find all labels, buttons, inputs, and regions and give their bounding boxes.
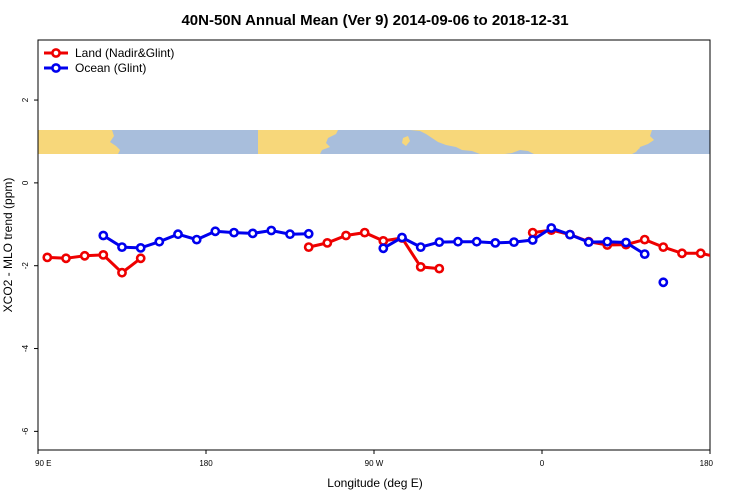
data-point xyxy=(378,243,389,254)
data-point xyxy=(716,254,723,261)
data-point xyxy=(117,242,127,252)
world-map-strip xyxy=(38,130,710,154)
data-point xyxy=(117,267,127,278)
data-point xyxy=(303,242,314,252)
data-point xyxy=(453,236,463,247)
y-tick-label: 0 xyxy=(21,180,30,185)
chart-title: 40N-50N Annual Mean (Ver 9) 2014-09-06 t… xyxy=(181,12,568,29)
data-point xyxy=(639,249,650,259)
data-point xyxy=(583,237,594,247)
data-point xyxy=(639,234,650,245)
map-land-asia xyxy=(38,130,120,154)
data-point xyxy=(602,236,613,247)
data-point xyxy=(98,249,109,260)
legend-label: Land (Nadir&Glint) xyxy=(75,46,174,60)
data-point xyxy=(695,248,706,259)
data-point xyxy=(415,242,426,252)
x-tick-label: 0 xyxy=(540,459,545,468)
map-land-british-isles xyxy=(402,136,410,146)
data-point xyxy=(734,255,741,262)
data-point xyxy=(191,234,202,245)
map-land-europe xyxy=(410,130,654,154)
data-point xyxy=(285,229,295,240)
data-point xyxy=(359,227,370,238)
series-ocean xyxy=(98,223,669,288)
data-point xyxy=(322,237,333,248)
map-land-north-america xyxy=(258,130,338,154)
data-point xyxy=(546,223,557,233)
data-point xyxy=(415,261,426,272)
data-point xyxy=(565,229,575,240)
series-layer xyxy=(42,223,741,288)
data-point xyxy=(173,229,183,240)
data-point xyxy=(490,237,501,248)
series-line xyxy=(102,228,309,250)
x-tick-label: 90 W xyxy=(365,459,384,468)
data-point xyxy=(434,263,445,274)
y-tick-label: -4 xyxy=(21,344,30,352)
data-point xyxy=(79,250,90,261)
x-tick-label: 180 xyxy=(700,459,714,468)
data-point xyxy=(397,232,407,243)
legend: Land (Nadir&Glint)Ocean (Glint) xyxy=(44,46,174,75)
map-land-japan xyxy=(630,144,640,151)
legend-marker xyxy=(51,48,61,58)
x-tick-label: 90 E xyxy=(35,459,51,468)
data-point xyxy=(677,248,687,259)
data-point xyxy=(434,237,445,247)
data-point xyxy=(98,230,109,241)
data-point xyxy=(658,242,669,252)
y-tick-label: -2 xyxy=(21,262,30,270)
y-tick-label: 2 xyxy=(21,97,30,102)
legend-label: Ocean (Glint) xyxy=(75,61,146,75)
data-point xyxy=(621,237,631,248)
data-point xyxy=(509,237,519,247)
legend-marker xyxy=(51,63,61,73)
x-tick-label: 180 xyxy=(199,459,213,468)
data-point xyxy=(154,236,165,247)
data-point xyxy=(303,228,314,239)
data-point xyxy=(527,235,538,245)
data-point xyxy=(135,253,146,264)
data-point xyxy=(42,252,53,263)
data-point xyxy=(247,228,258,239)
x-tick-label-hidden: 90 E xyxy=(697,459,713,468)
y-axis-label: XCO2 - MLO trend (ppm) xyxy=(1,178,15,313)
x-axis-label: Longitude (deg E) xyxy=(327,476,422,490)
data-point xyxy=(341,230,351,241)
data-point xyxy=(266,225,277,236)
data-point xyxy=(135,242,146,253)
y-tick-label: -6 xyxy=(21,427,30,435)
data-point xyxy=(471,236,482,247)
data-point xyxy=(61,253,71,264)
data-point xyxy=(658,277,669,288)
data-point xyxy=(210,226,221,237)
data-point xyxy=(229,227,239,238)
